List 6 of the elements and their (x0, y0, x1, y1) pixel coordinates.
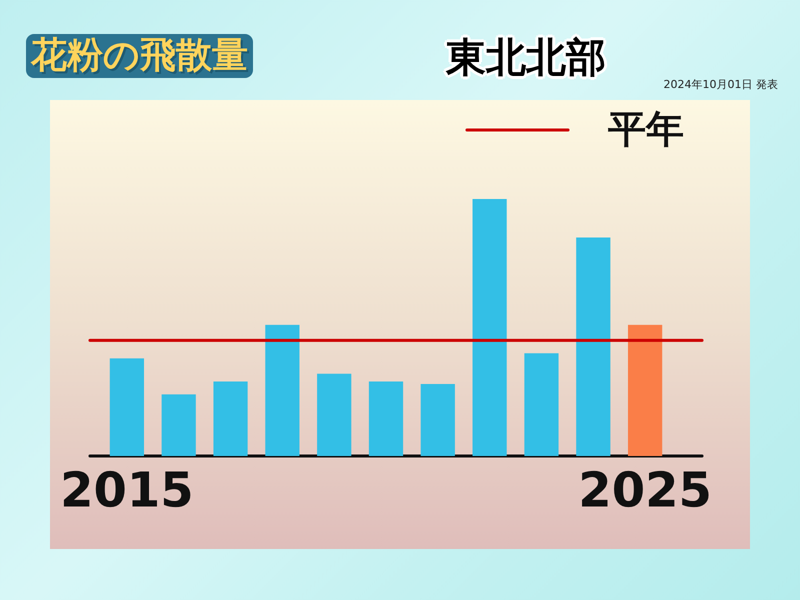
chart-subtitle: 東北北部 (446, 34, 606, 82)
chart-title: 花粉の飛散量 (26, 34, 253, 78)
legend-label: 平年 (608, 106, 684, 151)
text: 2024年10月01日 発表 (664, 78, 778, 92)
x-tick-label: 2015 (60, 462, 194, 518)
x-tick-label: 2025 (578, 462, 712, 518)
